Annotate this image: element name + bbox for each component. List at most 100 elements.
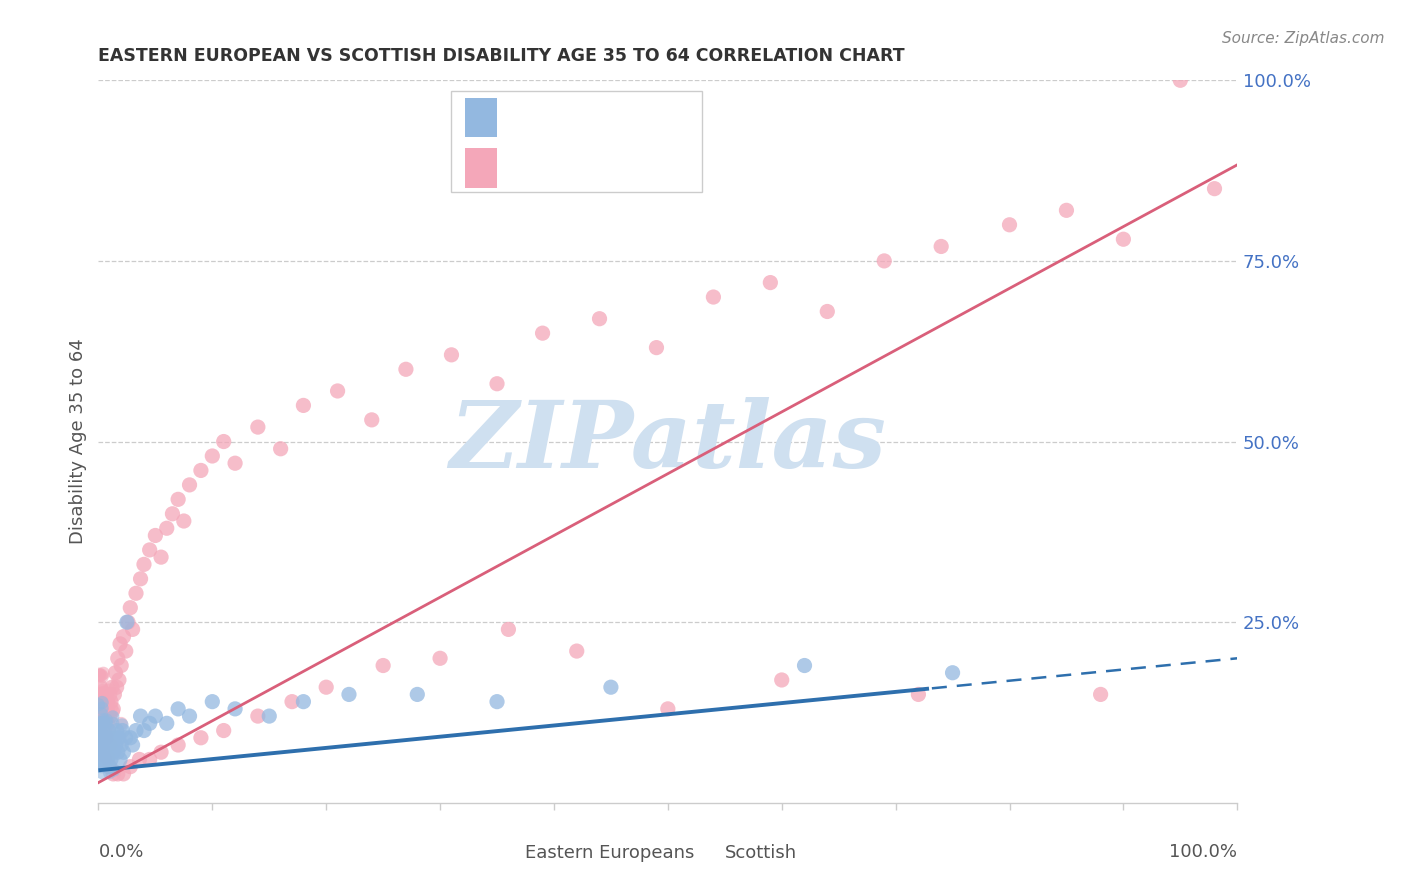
Point: [91, 729, 114, 743]
Point: [759, 276, 782, 290]
Point: [138, 542, 160, 557]
Point: [121, 738, 143, 752]
Point: [120, 731, 142, 745]
Point: [406, 687, 429, 701]
Point: [815, 304, 838, 318]
Point: [89, 702, 111, 716]
Point: [94, 751, 117, 765]
Point: [498, 623, 520, 637]
Point: [91, 748, 114, 763]
Point: [105, 680, 128, 694]
Point: [101, 710, 124, 724]
Point: [90, 765, 112, 780]
Point: [337, 687, 360, 701]
Point: [90, 731, 112, 745]
Point: [103, 763, 125, 777]
Point: [315, 680, 337, 694]
Text: R = 0.675: R = 0.675: [510, 158, 600, 176]
Point: [90, 717, 112, 731]
Text: 0.0%: 0.0%: [98, 843, 143, 861]
Point: [129, 709, 152, 723]
Point: [98, 750, 121, 764]
Point: [90, 752, 112, 766]
Point: [94, 721, 117, 735]
Point: [125, 586, 148, 600]
Point: [89, 719, 111, 733]
Point: [145, 709, 167, 723]
Point: [440, 348, 463, 362]
Point: [132, 558, 155, 572]
Point: [486, 695, 509, 709]
Point: [98, 687, 121, 701]
Point: [91, 683, 114, 698]
Point: [89, 709, 111, 723]
Point: [1054, 203, 1078, 218]
FancyBboxPatch shape: [451, 91, 702, 193]
Point: [89, 719, 111, 733]
Point: [101, 680, 124, 694]
Point: [201, 695, 224, 709]
Point: [90, 687, 112, 701]
Point: [121, 623, 143, 637]
Point: [89, 668, 111, 682]
Point: [91, 723, 114, 738]
Point: [90, 706, 112, 720]
Point: [93, 723, 115, 738]
Point: [96, 709, 118, 723]
Point: [96, 752, 118, 766]
Point: [942, 665, 965, 680]
Point: [97, 760, 120, 774]
Point: [87, 722, 110, 736]
Point: [371, 658, 394, 673]
Point: [114, 644, 136, 658]
Point: [129, 572, 152, 586]
Point: [89, 717, 111, 731]
Point: [259, 709, 281, 723]
Point: [96, 745, 118, 759]
Point: [97, 723, 120, 738]
Point: [97, 683, 120, 698]
Point: [97, 723, 120, 738]
Point: [89, 747, 111, 761]
Point: [107, 651, 129, 665]
Point: [98, 745, 121, 759]
Point: [224, 456, 246, 470]
Text: ZIPatlas: ZIPatlas: [450, 397, 886, 486]
Point: [91, 715, 114, 730]
Point: [167, 738, 190, 752]
Text: EASTERN EUROPEAN VS SCOTTISH DISABILITY AGE 35 TO 64 CORRELATION CHART: EASTERN EUROPEAN VS SCOTTISH DISABILITY …: [98, 47, 905, 65]
Point: [94, 731, 117, 745]
Point: [90, 731, 112, 745]
Point: [91, 686, 114, 700]
Point: [103, 767, 125, 781]
Point: [94, 738, 117, 752]
Point: [179, 709, 201, 723]
Point: [87, 698, 110, 712]
Text: Source: ZipAtlas.com: Source: ZipAtlas.com: [1222, 31, 1385, 46]
Point: [212, 723, 235, 738]
Point: [929, 239, 952, 253]
Point: [101, 716, 124, 731]
Point: [93, 695, 115, 709]
Point: [1112, 232, 1135, 246]
Point: [96, 731, 118, 745]
Point: [90, 702, 112, 716]
Point: [190, 463, 212, 477]
Point: [91, 706, 114, 721]
Point: [190, 731, 212, 745]
Point: [395, 362, 418, 376]
Point: [89, 717, 111, 731]
Point: [91, 701, 114, 715]
Point: [531, 326, 554, 340]
Point: [103, 687, 125, 701]
Point: [117, 615, 139, 630]
Point: [110, 658, 132, 673]
Point: [91, 716, 114, 731]
Point: [107, 745, 129, 759]
Point: [94, 687, 117, 701]
Point: [91, 706, 114, 720]
Point: [107, 767, 129, 781]
Point: [138, 752, 160, 766]
Point: [600, 680, 623, 694]
Point: [90, 716, 112, 731]
